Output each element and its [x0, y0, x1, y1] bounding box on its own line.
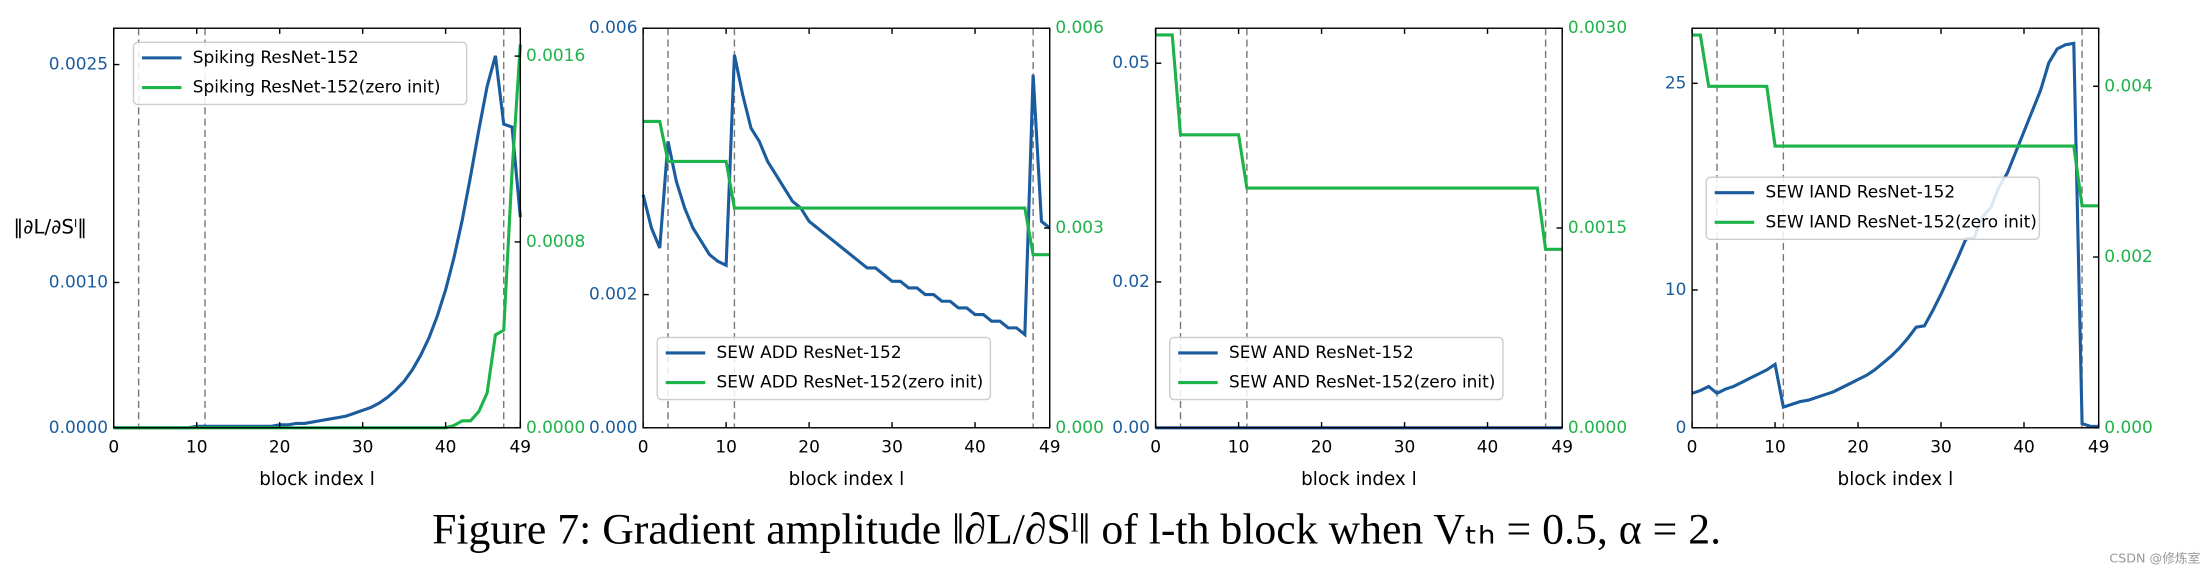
x-tick-label: 30: [352, 437, 374, 457]
x-tick-label: 20: [269, 437, 291, 457]
y-tick-label: 0.05: [1112, 52, 1150, 72]
plot-frame: [642, 27, 1051, 429]
x-tick-label: 0: [108, 437, 119, 457]
data-line: [1691, 41, 2099, 428]
y2-tick-label: 0.004: [2104, 75, 2153, 95]
x-axis-label: block index l: [1301, 469, 1417, 490]
x-tick-label: 10: [186, 437, 208, 457]
y-tick-label: 0.000: [589, 417, 637, 437]
x-tick-label: 49: [1039, 437, 1061, 457]
y-tick-label: 0.02: [1112, 271, 1150, 291]
x-tick-label: 49: [1551, 437, 1573, 457]
data-line: [113, 55, 522, 430]
legend-box: [1169, 336, 1504, 401]
y2-tick-label: 0.003: [1055, 217, 1104, 237]
x-tick-label: 20: [1311, 437, 1333, 457]
x-axis-label: block index l: [1838, 469, 1954, 490]
y-axis-label: ‖∂L/∂Sˡ‖: [13, 216, 87, 239]
data-line: [1155, 33, 1563, 251]
subplot: 0 10 20 30 40 490.00000.00100.00250.00000.000…: [13, 27, 585, 490]
data-line: [643, 119, 1050, 257]
data-line: [1692, 33, 2099, 208]
y2-tick-label: 0.000: [2104, 417, 2153, 437]
y-tick-label: 0: [1676, 417, 1687, 437]
y2-tick-label: 0.006: [1055, 17, 1104, 37]
y-tick-label: 0.00: [1112, 417, 1150, 437]
y2-tick-label: 0.0008: [526, 231, 585, 251]
legend-label: SEW IAND ResNet-152: [1766, 182, 1956, 202]
x-tick-label: 40: [435, 437, 457, 457]
legend-label: Spiking ResNet-152: [193, 47, 359, 67]
legend: SEW AND ResNet-152 SEW AND ResNet-152(zer…: [1169, 336, 1504, 401]
x-tick-label: 40: [964, 437, 986, 457]
x-tick-label: 0: [638, 437, 649, 457]
caption: Figure 7: Gradient amplitude ‖∂L/∂Sˡ‖ of…: [432, 506, 1721, 554]
x-tick-label: 10: [1764, 437, 1786, 457]
legend: Spiking ResNet-152 Spiking ResNet-152(zer…: [132, 41, 468, 106]
y-tick-label: 10: [1665, 279, 1687, 299]
x-tick-label: 49: [2088, 437, 2110, 457]
legend-label: SEW ADD ResNet-152: [717, 342, 902, 362]
x-tick-label: 40: [2013, 437, 2035, 457]
legend-label: SEW ADD ResNet-152(zero init): [717, 372, 984, 392]
y-tick-label: 0.006: [589, 17, 637, 37]
y-tick-label: 0.0010: [49, 271, 108, 291]
legend-label: Spiking ResNet-152(zero init): [193, 77, 441, 97]
x-axis-label: block index l: [789, 469, 905, 490]
legend-box: [656, 336, 992, 401]
y2-tick-label: 0.0000: [526, 417, 585, 437]
subplot: 0 10 20 30 40 49 0 10 25 0.000 0.002 0.004 block ind…: [1665, 27, 2153, 490]
y-tick-label: 0.0000: [49, 417, 108, 437]
x-tick-label: 10: [1228, 437, 1250, 457]
plot-frame: [1691, 27, 2100, 429]
y2-tick-label: 0.0016: [526, 45, 585, 65]
x-tick-label: 20: [1847, 437, 1869, 457]
y2-tick-label: 0.002: [2104, 246, 2153, 266]
x-tick-label: 30: [1930, 437, 1952, 457]
legend: SEW IAND ResNet-152 SEW IAND ResNet-152(z…: [1705, 176, 2041, 240]
legend-box: [1705, 176, 2041, 240]
data-line: [641, 54, 1051, 338]
y2-tick-label: 0.000: [1055, 417, 1104, 437]
y2-tick-label: 0.0000: [1568, 417, 1627, 437]
legend-box: [132, 41, 468, 106]
subplot: 0 10 20 30 40 49 0.00 0.02 0.05 0.0000 0.0015 0.003…: [1112, 17, 1627, 490]
legend-label: SEW AND ResNet-152(zero init): [1229, 372, 1495, 392]
legend-label: SEW IAND ResNet-152(zero init): [1766, 211, 2037, 231]
watermark: CSDN @修炼室: [2109, 551, 2200, 566]
x-tick-label: 40: [1477, 437, 1499, 457]
x-tick-label: 0: [1687, 437, 1698, 457]
y2-tick-label: 0.0030: [1568, 17, 1627, 37]
y2-tick-label: 0.0015: [1568, 217, 1627, 237]
plot-frame: [113, 27, 522, 429]
y-tick-label: 0.002: [589, 284, 637, 304]
y-tick-label: 25: [1665, 72, 1687, 92]
subplot: 0 10 20 30 40 490.0000.0020.0060.0000.0030.00…: [589, 17, 1104, 490]
x-tick-label: 20: [798, 437, 820, 457]
legend: SEW ADD ResNet-152 SEW ADD ResNet-152(zer…: [656, 336, 992, 401]
x-axis-label: block index l: [259, 469, 375, 490]
x-tick-label: 30: [1394, 437, 1416, 457]
y-tick-label: 0.0025: [49, 54, 108, 74]
x-tick-label: 30: [881, 437, 903, 457]
x-tick-label: 49: [510, 437, 532, 457]
x-tick-label: 10: [715, 437, 737, 457]
legend-label: SEW AND ResNet-152: [1229, 342, 1414, 362]
x-tick-label: 0: [1150, 437, 1161, 457]
